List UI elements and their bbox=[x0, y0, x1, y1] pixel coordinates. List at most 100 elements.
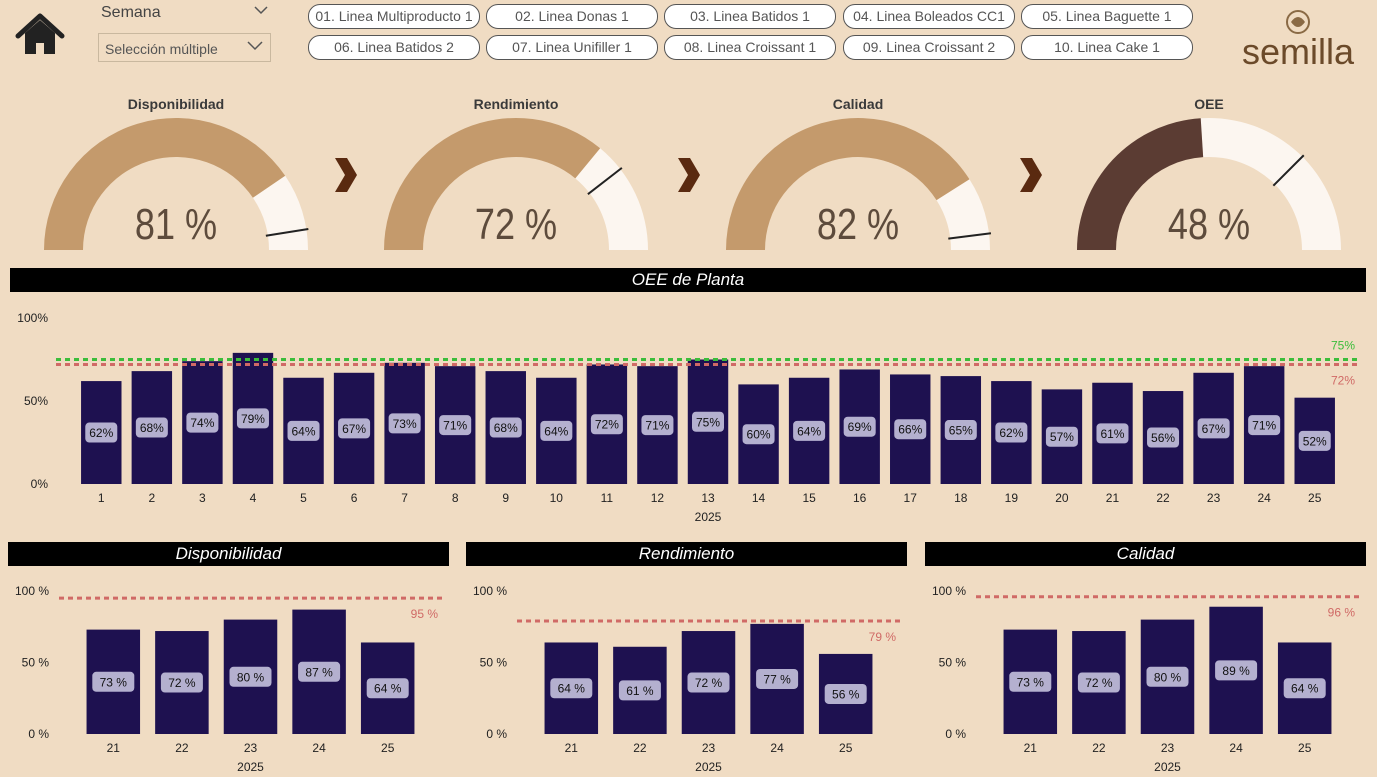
data-label: 71% bbox=[645, 419, 669, 433]
target-label: 96 % bbox=[1328, 606, 1356, 620]
x-tick-label: 17 bbox=[904, 491, 918, 505]
x-tick-label: 11 bbox=[601, 491, 614, 505]
data-label-bg bbox=[388, 413, 421, 434]
line-chip-3[interactable]: 03. Linea Batidos 1 bbox=[664, 4, 836, 29]
data-label: 61% bbox=[1100, 427, 1124, 441]
y-tick-label: 0 % bbox=[28, 727, 49, 741]
data-label: 57% bbox=[1050, 430, 1074, 444]
x-tick-label: 21 bbox=[1106, 491, 1120, 505]
gauge-fill-2 bbox=[384, 118, 601, 251]
data-label: 60% bbox=[747, 428, 771, 442]
data-label: 80 % bbox=[237, 670, 265, 684]
x-tick-label: 24 bbox=[770, 741, 784, 755]
data-label: 64 % bbox=[1291, 682, 1319, 696]
data-label-bg bbox=[1197, 418, 1230, 439]
y-tick-label: 50% bbox=[24, 394, 48, 408]
data-label-bg bbox=[756, 668, 799, 689]
x-tick-label: 3 bbox=[199, 491, 206, 505]
x-tick-label: 14 bbox=[752, 491, 766, 505]
data-label: 62% bbox=[89, 426, 113, 440]
data-label: 64% bbox=[292, 424, 316, 438]
gauge-title: OEE bbox=[1194, 96, 1224, 112]
line-chip-9[interactable]: 09. Linea Croissant 2 bbox=[843, 35, 1015, 60]
data-label-bg bbox=[692, 411, 724, 432]
data-label: 72 % bbox=[1085, 676, 1113, 690]
multi-select-value: Selección múltiple bbox=[105, 41, 218, 57]
x-tick-label: 24 bbox=[1229, 741, 1243, 755]
gauge-remaining-3 bbox=[936, 179, 990, 250]
x-tick-label: 2 bbox=[148, 491, 155, 505]
data-label: 67% bbox=[1202, 422, 1226, 436]
chart-plot: 0 % 50 % 100 % 64 % 21 61 % 22 72 % 23 77 % 24 56 %… bbox=[473, 584, 900, 774]
x-tick-label: 16 bbox=[853, 491, 867, 505]
period-dropdown[interactable]: Semana bbox=[101, 4, 271, 24]
data-label: 72 % bbox=[168, 676, 196, 690]
x-tick-label: 23 bbox=[702, 741, 716, 755]
home-button[interactable] bbox=[14, 12, 66, 58]
y-tick-label: 100 % bbox=[932, 584, 966, 598]
data-label-bg bbox=[92, 671, 135, 692]
week-multi-select[interactable]: Selección múltiple bbox=[98, 33, 271, 62]
y-tick-label: 0 % bbox=[945, 727, 966, 741]
data-label-bg bbox=[298, 661, 341, 682]
target-label: 72% bbox=[1331, 373, 1355, 387]
x-tick-label: 25 bbox=[839, 741, 853, 755]
line-chip-10[interactable]: 10. Linea Cake 1 bbox=[1021, 35, 1193, 60]
chart-plot: 0 % 50 % 100 % 73 % 21 72 % 22 80 % 23 89 % 24 64 %… bbox=[932, 584, 1359, 774]
line-chip-8[interactable]: 08. Linea Croissant 1 bbox=[664, 35, 836, 60]
x-tick-label: 24 bbox=[1257, 491, 1271, 505]
gauges-svg bbox=[44, 117, 1341, 251]
data-label: 89 % bbox=[1222, 664, 1250, 678]
x-tick-label: 19 bbox=[1005, 491, 1019, 505]
gauge-target-marker-3 bbox=[948, 232, 992, 240]
y-tick-label: 50 % bbox=[480, 656, 508, 670]
home-icon bbox=[15, 13, 65, 54]
data-label-bg bbox=[489, 417, 522, 438]
x-tick-label: 7 bbox=[401, 491, 408, 505]
gauge-title: Disponibilidad bbox=[127, 96, 225, 112]
gauge-remaining-2 bbox=[575, 148, 648, 250]
line-chip-6[interactable]: 06. Linea Batidos 2 bbox=[308, 35, 480, 60]
x-tick-label: 8 bbox=[452, 491, 459, 505]
x-tick-label: 15 bbox=[802, 491, 816, 505]
period-label: Semana bbox=[101, 4, 161, 21]
line-chip-1[interactable]: 01. Linea Multiproducto 1 bbox=[308, 4, 480, 29]
data-label: 71% bbox=[1252, 419, 1276, 433]
data-label-bg bbox=[1215, 660, 1258, 681]
chart-title: OEE de Planta bbox=[10, 268, 1366, 292]
x-tick-label: 21 bbox=[107, 741, 121, 755]
x-axis-year: 2025 bbox=[1154, 760, 1181, 774]
line-chip-2[interactable]: 02. Linea Donas 1 bbox=[486, 4, 658, 29]
chart-title: Disponibilidad bbox=[8, 542, 449, 566]
x-tick-label: 5 bbox=[300, 491, 307, 505]
x-tick-label: 4 bbox=[250, 491, 257, 505]
line-chip-7[interactable]: 07. Linea Unifiller 1 bbox=[486, 35, 658, 60]
gauge-target-marker-2 bbox=[587, 167, 623, 196]
gauge-target-marker-1 bbox=[265, 228, 309, 237]
data-label: 64% bbox=[797, 424, 821, 438]
line-chip-5[interactable]: 05. Linea Baguette 1 bbox=[1021, 4, 1193, 29]
data-label-bg bbox=[1045, 426, 1078, 447]
y-tick-label: 100 % bbox=[473, 584, 507, 598]
x-tick-label: 9 bbox=[502, 491, 509, 505]
line-chip-4[interactable]: 04. Linea Boleados CC1 bbox=[843, 4, 1015, 29]
data-label-bg bbox=[894, 419, 927, 440]
chart-title: Calidad bbox=[925, 542, 1366, 566]
x-tick-label: 21 bbox=[1024, 741, 1038, 755]
x-tick-label: 25 bbox=[381, 741, 395, 755]
gauge-value: 82 % bbox=[816, 200, 900, 249]
data-label-bg bbox=[1298, 430, 1331, 451]
data-label-bg bbox=[236, 408, 269, 429]
data-label-bg bbox=[1147, 427, 1180, 448]
data-label: 66% bbox=[898, 423, 922, 437]
data-label: 65% bbox=[949, 424, 973, 438]
data-label-bg bbox=[160, 672, 203, 693]
x-tick-label: 13 bbox=[701, 491, 715, 505]
y-tick-label: 0 % bbox=[486, 727, 507, 741]
data-label: 80 % bbox=[1154, 670, 1182, 684]
x-tick-label: 22 bbox=[1092, 741, 1106, 755]
x-axis-year: 2025 bbox=[695, 510, 722, 524]
data-label-bg bbox=[824, 683, 867, 704]
chevron-down-icon bbox=[247, 41, 263, 51]
data-label: 64% bbox=[544, 424, 568, 438]
